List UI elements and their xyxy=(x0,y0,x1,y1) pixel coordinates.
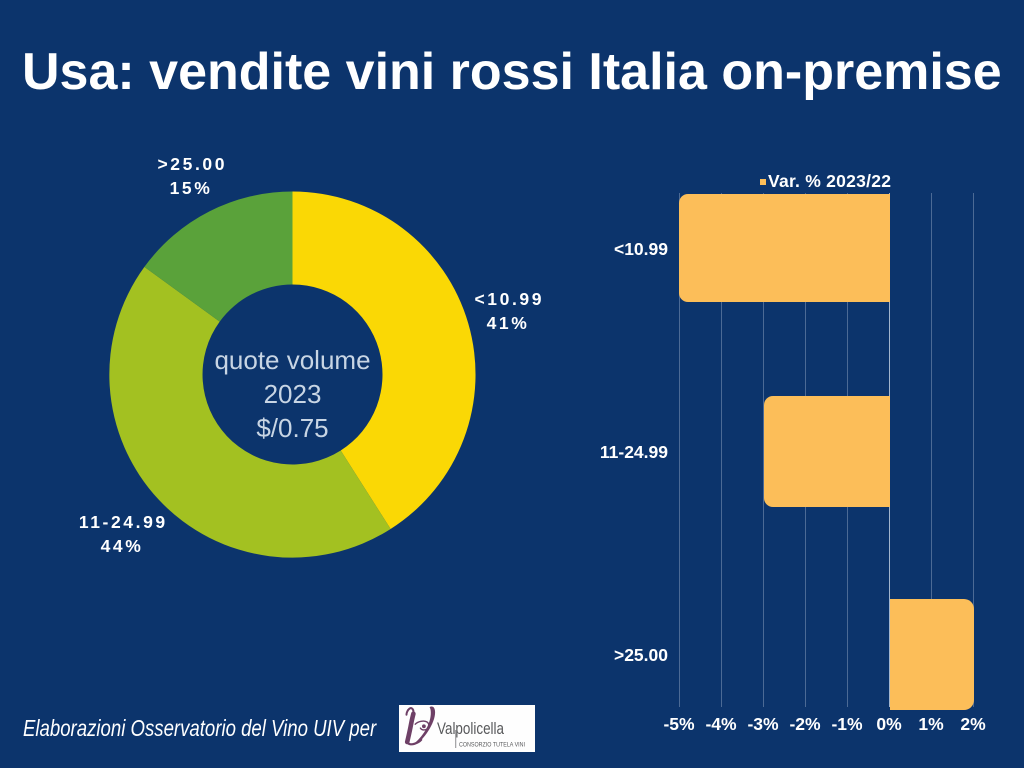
svg-text:Valpolicella: Valpolicella xyxy=(437,720,505,738)
svg-text:CONSORZIO TUTELA VINI: CONSORZIO TUTELA VINI xyxy=(459,743,525,749)
